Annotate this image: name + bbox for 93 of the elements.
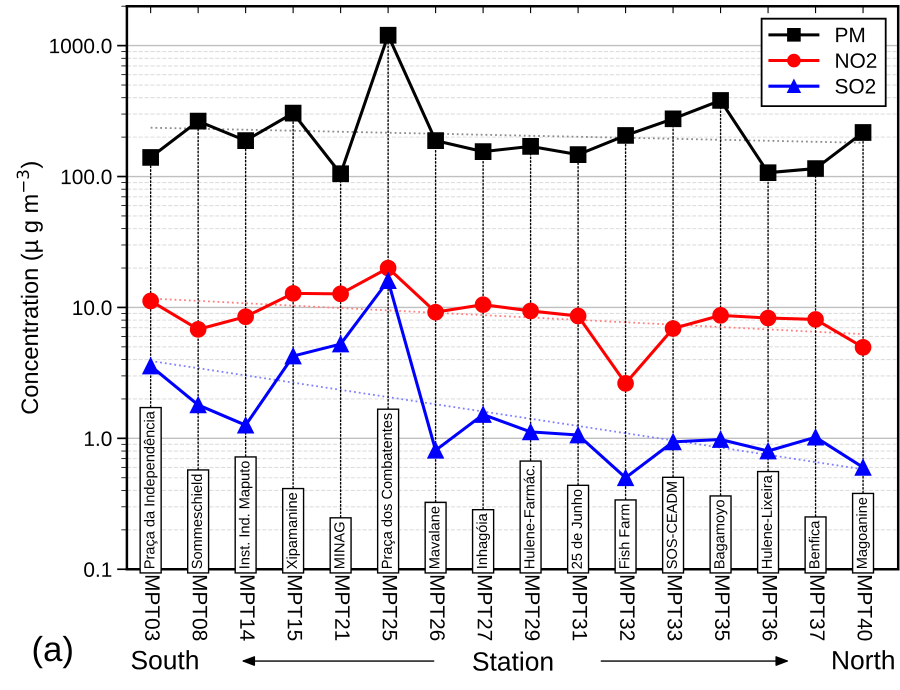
point [522,302,539,320]
annotation: Mavalane [428,506,440,568]
annotation: MINAG [334,522,345,568]
annotation: 25 de Junho [571,490,582,569]
annotation: Sommeschield [191,474,202,569]
point [522,138,539,155]
x-tick-label: MPT15 [288,576,302,640]
point [427,132,444,149]
x-tick-label: MPT31 [572,576,588,640]
point [617,127,634,144]
point [427,304,444,321]
point [332,286,349,302]
legend-label: PM [836,28,864,42]
annotation: Inst. Ind. Maputo [238,461,252,568]
x-tick-label: MPT29 [525,576,540,640]
point [190,112,206,130]
point [617,375,634,392]
y-tick-label: 10.0 [73,300,112,316]
point [284,348,302,364]
annotation: SOS-CEADM [666,482,677,569]
point [380,260,396,276]
annotation: Xipamanine [286,492,300,569]
point [807,311,824,328]
x-tick-label: MPT21 [335,576,350,640]
point [380,26,396,44]
text: South [132,650,198,670]
point [142,149,159,166]
point [190,396,206,414]
text: (a) [34,636,72,668]
point [617,469,634,486]
y-tick-label: 100.0 [62,170,112,184]
point [142,358,159,374]
annotation: Hulene-Lixeira [761,475,772,568]
annotation: Benfica [808,520,820,568]
point [522,424,539,440]
annotation: Bagamoyo [714,500,728,568]
point [237,308,254,326]
y-axis-title: Concentration (µ g m$^{−3}$) [16,162,43,414]
y-tick-label: 1000.0 [50,38,112,54]
point [570,146,586,163]
annotation: Hulene-Farmác. [524,466,535,568]
point [854,124,872,141]
text: North [833,650,894,670]
x-tick-label: MPT40 [857,576,872,640]
x-tick-label: MPT14 [240,576,255,641]
point [570,308,586,324]
point [664,434,682,450]
point [760,164,776,182]
point [474,296,492,313]
point [854,459,872,476]
point [854,338,872,356]
x-axis-title: Station [473,651,552,671]
x-tick-label: MPT03 [145,576,160,640]
x-tick-label: MPT27 [478,576,492,640]
x-tick-label: MPT26 [430,576,445,640]
legend-label: NO2 [836,53,876,68]
annotation: Magoanine [856,498,870,568]
point [332,336,349,352]
point [474,143,492,160]
point [332,165,349,182]
point [712,92,729,109]
x-tick-label: MPT37 [810,576,825,640]
x-tick-label: MPT32 [620,576,635,640]
point [760,442,776,460]
point [664,320,682,337]
point [712,307,729,324]
y-tick-label: 0.1 [84,562,112,578]
point [142,292,159,310]
annotation: Inhagóia [476,513,490,568]
point [570,426,586,444]
point [190,321,206,338]
annotation: Praça dos Combatentes [381,413,395,568]
annotation: Fish Farm [618,504,630,568]
point [237,132,254,149]
point [427,442,444,459]
point [807,160,824,177]
point [380,272,396,290]
x-tick-label: MPT35 [714,576,730,640]
point [807,428,824,446]
point [474,406,492,423]
x-tick-label: MPT36 [762,576,778,640]
x-tick-label: MPT33 [667,576,682,640]
point [712,431,729,448]
x-tick-label: MPT08 [192,576,208,640]
point [284,285,302,302]
point [664,110,682,128]
y-tick-label: 1.0 [84,431,112,446]
x-tick-label: MPT25 [382,576,398,640]
annotation: Praça da Independência [144,411,158,568]
point [760,310,776,326]
point [237,416,254,434]
point [284,104,302,122]
legend-label: SO2 [835,78,876,94]
